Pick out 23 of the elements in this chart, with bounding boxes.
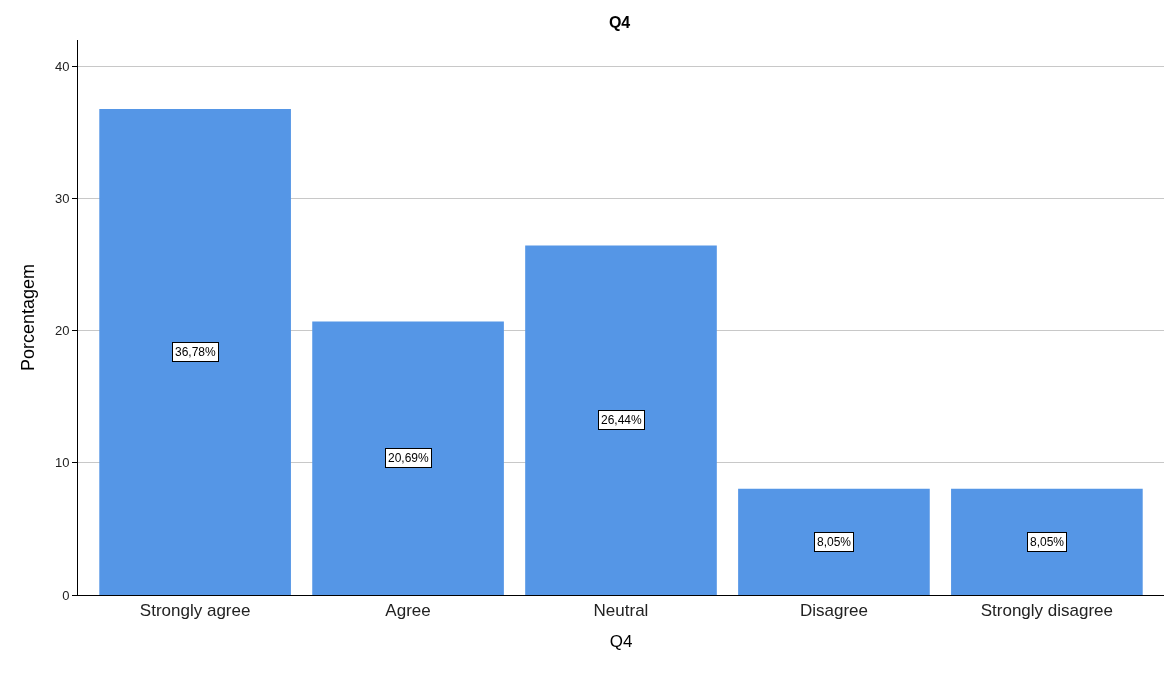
data-label: 36,78% <box>175 345 217 359</box>
data-label: 26,44% <box>601 413 643 427</box>
y-axis-title: Porcentagem <box>18 263 39 372</box>
y-tick-label: 0 <box>62 587 70 603</box>
data-label: 8,05% <box>817 535 852 549</box>
x-tick-label: Disagree <box>799 601 868 621</box>
x-tick-label: Strongly agree <box>139 601 251 621</box>
x-axis-title: Q4 <box>609 631 633 651</box>
bar <box>99 108 291 595</box>
y-tick-label: 10 <box>54 455 70 471</box>
x-tick-label: Agree <box>385 601 431 621</box>
data-label: 20,69% <box>388 451 430 465</box>
x-tick-label: Strongly disagree <box>980 601 1114 621</box>
bar <box>951 488 1143 595</box>
chart-title: Q4 <box>608 14 631 32</box>
bar <box>738 488 930 595</box>
bar <box>525 245 717 595</box>
y-tick-label: 20 <box>54 323 70 339</box>
y-tick-label: 30 <box>54 191 70 207</box>
data-label: 8,05% <box>1030 535 1065 549</box>
x-tick-label: Neutral <box>593 601 649 621</box>
y-tick-label: 40 <box>54 58 70 74</box>
bar <box>312 321 504 595</box>
